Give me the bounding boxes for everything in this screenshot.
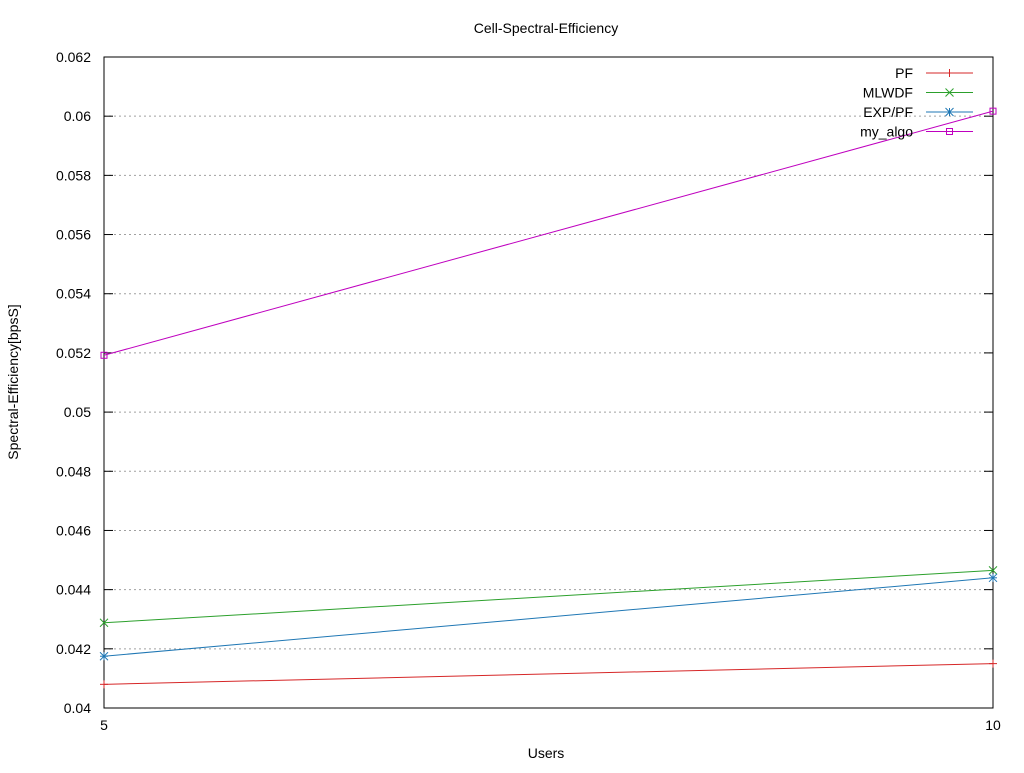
marker-stroke xyxy=(99,651,109,661)
data-point xyxy=(989,107,997,115)
legend-marker xyxy=(945,69,954,77)
y-tick-label: 0.058 xyxy=(56,167,91,183)
y-tick-label: 0.052 xyxy=(56,345,91,361)
data-point xyxy=(989,659,997,668)
legend-item: EXP/PF xyxy=(863,104,973,120)
legend-marker xyxy=(946,128,953,135)
data-point xyxy=(99,618,109,628)
y-tick-label: 0.046 xyxy=(56,522,91,538)
series-layer xyxy=(99,107,998,689)
marker-stroke xyxy=(946,128,953,135)
legend-label: MLWDF xyxy=(863,85,913,101)
y-tick-label: 0.054 xyxy=(56,286,91,302)
y-tick-label: 0.056 xyxy=(56,227,91,243)
marker-stroke xyxy=(945,88,954,97)
data-point xyxy=(100,680,108,689)
y-tick-label: 0.062 xyxy=(56,49,91,65)
marker-stroke xyxy=(989,107,997,115)
legend-item: PF xyxy=(895,65,973,81)
y-tick-label: 0.048 xyxy=(56,463,91,479)
y-axis-label: Spectral-Efficiency[bpsS] xyxy=(5,304,21,459)
legend: PF MLWDF EXP/PF my_algo xyxy=(860,65,973,140)
x-axis-label: Users xyxy=(528,745,565,761)
legend-label: my_algo xyxy=(860,124,913,140)
series-my-algo xyxy=(100,107,997,359)
grid-layer xyxy=(104,115,993,650)
series-mlwdf xyxy=(99,566,998,628)
legend-item: MLWDF xyxy=(863,85,973,101)
x-tick-label: 10 xyxy=(985,717,1001,733)
axis-layer: 0.04 0.042 0.044 0.046 0.048 0.05 0.052 0.054 0.… xyxy=(56,49,1001,733)
series-line xyxy=(103,110,994,356)
marker-stroke xyxy=(99,618,109,628)
y-tick-label: 0.042 xyxy=(56,641,91,657)
y-tick-label: 0.06 xyxy=(64,108,91,124)
legend-label: PF xyxy=(895,65,913,81)
series-line xyxy=(103,569,994,624)
series-pf xyxy=(100,659,997,689)
marker-stroke xyxy=(988,573,998,583)
data-point xyxy=(99,651,109,661)
series-line xyxy=(103,663,994,685)
legend-marker xyxy=(945,107,954,117)
y-tick-label: 0.044 xyxy=(56,582,91,598)
marker-stroke xyxy=(988,566,998,575)
legend-item: my_algo xyxy=(860,124,973,140)
series-exp-pf xyxy=(99,573,998,661)
y-tick-label: 0.04 xyxy=(64,700,91,716)
plot-border xyxy=(103,56,994,709)
chart-title: Cell-Spectral-Efficiency xyxy=(474,20,618,36)
data-point xyxy=(988,566,998,575)
marker-stroke xyxy=(945,107,954,117)
legend-label: EXP/PF xyxy=(863,104,913,120)
data-point xyxy=(100,351,108,359)
x-tick-label: 5 xyxy=(100,717,108,733)
legend-marker xyxy=(945,88,954,97)
y-tick-label: 0.05 xyxy=(64,404,91,420)
marker-stroke xyxy=(100,351,108,359)
series-line xyxy=(103,577,994,657)
data-point xyxy=(988,573,998,583)
